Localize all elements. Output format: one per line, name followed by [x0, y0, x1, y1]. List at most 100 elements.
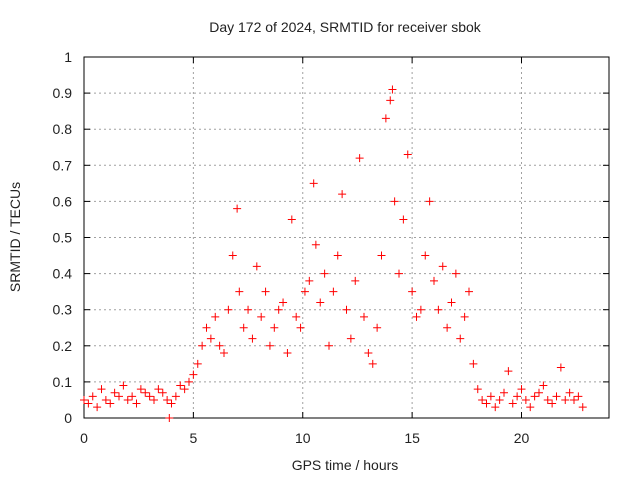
x-axis-label: GPS time / hours — [292, 457, 399, 473]
x-tick-label: 10 — [295, 430, 311, 446]
data-point — [167, 399, 176, 408]
data-point — [373, 323, 382, 332]
data-point — [283, 349, 292, 358]
data-point — [110, 388, 119, 397]
data-point — [123, 395, 132, 404]
data-point — [561, 395, 570, 404]
x-tick-label: 5 — [189, 430, 197, 446]
data-point — [381, 114, 390, 123]
data-point — [115, 392, 123, 401]
data-point — [355, 154, 364, 163]
data-point — [517, 385, 526, 394]
data-point — [158, 388, 167, 397]
y-tick-label: 1 — [64, 49, 72, 65]
data-point — [535, 388, 543, 397]
data-point — [235, 287, 244, 296]
data-point — [145, 392, 154, 401]
data-point — [403, 150, 412, 159]
data-point — [530, 392, 539, 401]
data-point — [399, 215, 408, 224]
data-point — [443, 323, 452, 332]
data-point — [84, 399, 93, 408]
data-point — [338, 190, 347, 199]
data-point — [325, 341, 333, 350]
data-point — [565, 388, 574, 397]
data-point — [97, 385, 106, 394]
y-tick-label: 0.7 — [53, 157, 73, 173]
data-point — [88, 392, 97, 401]
data-point — [287, 215, 296, 224]
data-point — [460, 312, 469, 321]
data-point — [465, 287, 473, 296]
data-point — [447, 298, 456, 307]
y-tick-label: 0.5 — [53, 230, 73, 246]
data-point — [500, 388, 508, 397]
data-point — [228, 251, 237, 260]
data-point — [473, 385, 482, 394]
data-point — [574, 392, 583, 401]
data-point — [360, 312, 368, 321]
data-point — [274, 305, 283, 314]
data-point — [248, 334, 257, 343]
data-point — [578, 403, 587, 412]
data-point — [390, 197, 399, 206]
data-point — [482, 399, 491, 408]
data-point — [434, 305, 443, 314]
data-point — [80, 395, 88, 404]
data-point — [261, 287, 270, 296]
data-point — [469, 359, 478, 368]
data-point — [257, 312, 266, 321]
data-point — [416, 305, 425, 314]
data-point — [351, 276, 360, 285]
data-point — [154, 385, 163, 394]
data-point — [526, 403, 535, 412]
data-point — [513, 392, 522, 401]
y-tick-label: 0 — [64, 410, 72, 426]
data-point — [220, 349, 228, 358]
y-tick-label: 0.6 — [53, 193, 73, 209]
data-point — [265, 341, 274, 350]
data-point — [504, 367, 513, 376]
y-tick-label: 0.3 — [53, 302, 73, 318]
data-point — [548, 399, 557, 408]
data-point — [309, 179, 318, 188]
data-point — [495, 395, 504, 404]
data-point — [136, 385, 145, 394]
data-point — [539, 381, 548, 390]
data-point — [491, 403, 500, 412]
data-point — [425, 197, 434, 206]
data-point — [386, 96, 395, 105]
data-point — [346, 334, 355, 343]
data-point — [224, 305, 233, 314]
data-point — [430, 276, 438, 285]
y-tick-labels: 0 0.1 0.2 0.3 0.4 0.5 0.6 0.7 0.8 0.9 1 — [53, 49, 73, 426]
data-point — [93, 403, 102, 412]
data-point — [342, 305, 351, 314]
data-point — [163, 395, 172, 404]
data-point — [141, 388, 150, 397]
data-point — [388, 85, 397, 94]
chart-title: Day 172 of 2024, SRMTID for receiver sbo… — [209, 19, 482, 35]
data-point — [421, 251, 430, 260]
y-tick-label: 0.4 — [53, 266, 73, 282]
data-points — [80, 85, 587, 422]
data-point — [329, 287, 338, 296]
data-point — [270, 323, 279, 332]
axis-ticks — [83, 56, 609, 419]
data-point — [300, 287, 309, 296]
data-point — [239, 323, 248, 332]
y-axis-label: SRMTID / TECUs — [7, 182, 23, 292]
x-tick-label: 0 — [80, 430, 88, 446]
data-point — [364, 349, 373, 358]
y-tick-label: 0.9 — [53, 85, 73, 101]
data-point — [119, 381, 128, 390]
data-point — [106, 399, 115, 408]
y-tick-label: 0.8 — [53, 121, 73, 137]
data-point — [556, 363, 565, 372]
data-point — [215, 341, 224, 350]
data-point — [478, 395, 487, 404]
data-point — [171, 392, 180, 401]
data-point — [193, 359, 202, 368]
data-point — [316, 298, 325, 307]
